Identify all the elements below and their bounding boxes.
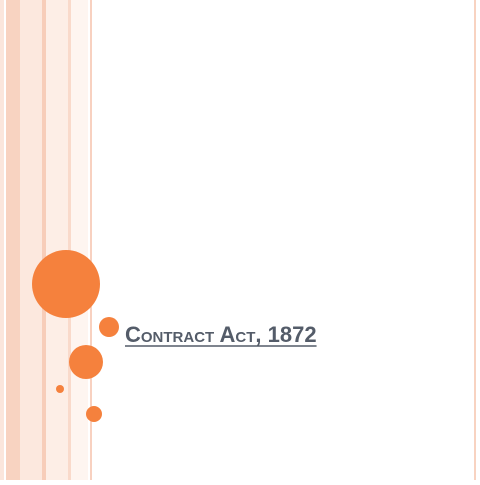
slide-title: Contract Act, 1872: [125, 322, 317, 347]
band: [6, 0, 20, 480]
decor-circle: [69, 345, 103, 379]
decor-circle: [56, 385, 64, 393]
band: [42, 0, 46, 480]
band: [20, 0, 42, 480]
band: [0, 0, 4, 480]
band: [71, 0, 88, 480]
decor-circle: [99, 317, 119, 337]
decor-circle: [86, 406, 102, 422]
decor-circle: [32, 250, 100, 318]
band: [68, 0, 71, 480]
band: [46, 0, 68, 480]
